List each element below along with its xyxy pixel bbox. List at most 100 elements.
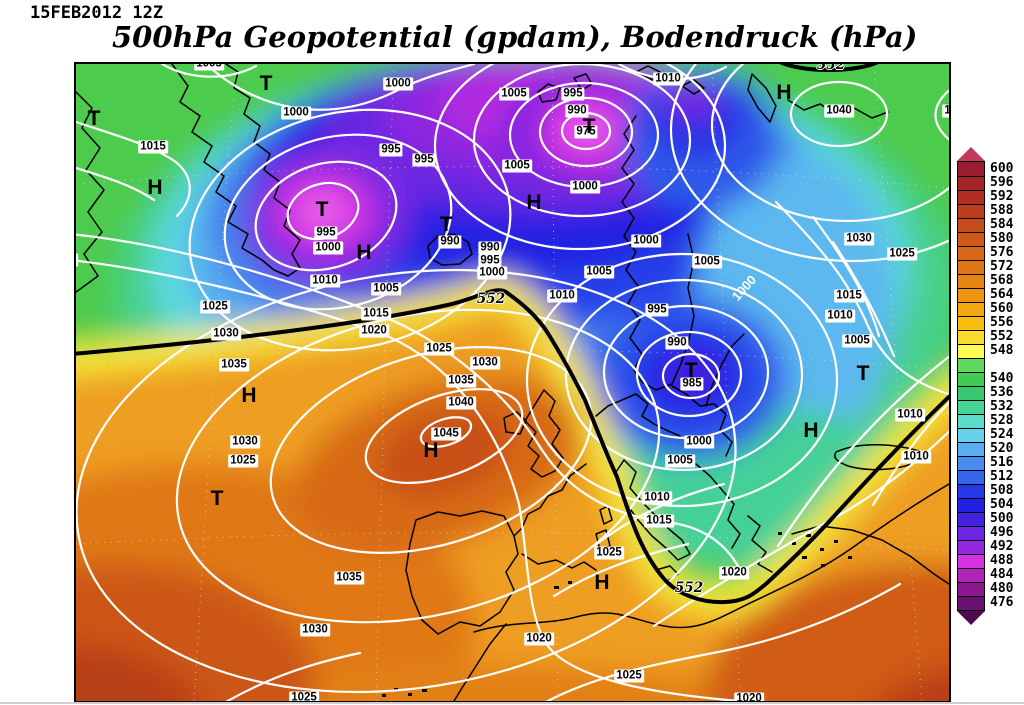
colorbar-segment: [958, 442, 984, 456]
high-center-letter: H: [241, 384, 257, 407]
colorbar-tick-label: 560: [990, 301, 1014, 316]
high-center-letter: H: [776, 81, 792, 104]
colorbar-segment: [958, 232, 984, 246]
high-center-letter: H: [594, 571, 610, 594]
isobar-label: 995: [314, 226, 338, 240]
colorbar-segment: [958, 414, 984, 428]
colorbar-tick-label: 492: [990, 539, 1014, 554]
colorbar-tick-label: 592: [990, 189, 1014, 204]
isobar-label: 1000: [281, 106, 311, 120]
colorbar-tick-label: 496: [990, 525, 1014, 540]
isobar-label: 1015: [644, 514, 674, 528]
colorbar-segment: [958, 470, 984, 484]
colorbar-arrow-down-icon: [957, 611, 985, 625]
isobar-label: 990: [565, 104, 589, 118]
low-center-letter: T: [856, 362, 870, 385]
isobar-label: 1005: [665, 454, 695, 468]
isobar-label: 1030: [211, 327, 241, 341]
colorbar-segment: [958, 288, 984, 302]
isobar-label: 1005: [692, 255, 722, 269]
run-datetime: 15FEB2012 12Z: [30, 3, 164, 23]
colorbar-tick-label: 480: [990, 581, 1014, 596]
bottom-divider: [0, 702, 1024, 704]
colorbar-tick-label: 524: [990, 427, 1014, 442]
colorbar-tick-label: 548: [990, 343, 1014, 358]
isobar-label: 1010: [825, 309, 855, 323]
colorbar-segment: [958, 162, 984, 176]
isobar-label: 1040: [446, 396, 476, 410]
low-center-letter: T: [684, 359, 698, 382]
high-center-letter: H: [803, 419, 819, 442]
colorbar-segment: [958, 526, 984, 540]
isobar-label: 1015: [138, 140, 168, 154]
high-center-letter: H: [526, 191, 542, 214]
high-center-letter: H: [147, 176, 163, 199]
colorbar-tick-label: 488: [990, 553, 1014, 568]
colorbar-segment: [958, 344, 984, 358]
isobar-label-rotated: 1000: [728, 272, 760, 304]
isobar-contours: [76, 64, 949, 701]
colorbar-tick-label: 512: [990, 469, 1014, 484]
contour-552: [76, 288, 949, 605]
map-canvas: [76, 64, 949, 701]
colorbar-segment: [958, 582, 984, 596]
colorbar-segment: [958, 204, 984, 218]
colorbar-tick-label: 568: [990, 273, 1014, 288]
low-center-letter: T: [210, 487, 224, 510]
colorbar-tick-label: 564: [990, 287, 1014, 302]
colorbar-tick-label: 576: [990, 245, 1014, 260]
colorbar-tick-label: 556: [990, 315, 1014, 330]
map-label-layer: 1005100010001015100599599097510101040104…: [76, 64, 949, 701]
isobar-label: 1020: [734, 692, 764, 701]
isobar-label: 1005: [842, 334, 872, 348]
colorbar-tick-label: 552: [990, 329, 1014, 344]
colorbar-tick-label: 536: [990, 385, 1014, 400]
colorbar-tick-label: 476: [990, 595, 1014, 610]
isobar-label: 1010: [895, 408, 925, 422]
isobar-label: 1005: [371, 282, 401, 296]
colorbar-segment: [958, 512, 984, 526]
colorbar-segment: [958, 540, 984, 554]
colorbar-segment: [958, 386, 984, 400]
isobar-label: 1025: [200, 300, 230, 314]
colorbar-tick-label: 528: [990, 413, 1014, 428]
colorbar-tick-label: 572: [990, 259, 1014, 274]
isobar-label: 1030: [300, 623, 330, 637]
colorbar-tick-label: 508: [990, 483, 1014, 498]
isobar-label: 1010: [642, 491, 672, 505]
colorbar-segment: [958, 330, 984, 344]
isobar-label: 1045: [431, 427, 461, 441]
low-center-letter: T: [87, 107, 101, 130]
colorbar-segment: [958, 316, 984, 330]
colorbar-segment: [958, 428, 984, 442]
colorbar-tick-label: 600: [990, 161, 1014, 176]
colorbar-segment: [958, 218, 984, 232]
isobar-label: 990: [665, 336, 689, 350]
isobar-label: 1035: [334, 571, 364, 585]
colorbar-tick-label: 588: [990, 203, 1014, 218]
isobar-label: 1020: [76, 253, 78, 267]
isobar-label: 1005: [584, 265, 614, 279]
geopotential-552-label: 552: [476, 291, 506, 307]
colorbar-segment: [958, 274, 984, 288]
geopotential-552-label: 552: [816, 62, 846, 73]
colorbar-segment: [958, 596, 984, 610]
isobar-label: 995: [561, 87, 585, 101]
isobar-label: 985: [680, 377, 704, 391]
isobar-label: 1005: [194, 64, 224, 71]
isobar-label: 1010: [547, 289, 577, 303]
isobar-label: 1010: [653, 72, 683, 86]
colorbar-tick-label: 584: [990, 217, 1014, 232]
isobar-label: 1025: [228, 454, 258, 468]
low-center-letter: T: [315, 198, 329, 221]
colorbar-segment: [958, 568, 984, 582]
colorbar-segment: [958, 372, 984, 386]
colorbar-tick-label: 596: [990, 175, 1014, 190]
isobar-label: 1025: [594, 546, 624, 560]
isobar-label: 1020: [524, 632, 554, 646]
colorbar-tick-label: 504: [990, 497, 1014, 512]
isobar-label: 1030: [230, 435, 260, 449]
isobar-label: 1030: [470, 356, 500, 370]
colorbar-body: [957, 161, 985, 611]
